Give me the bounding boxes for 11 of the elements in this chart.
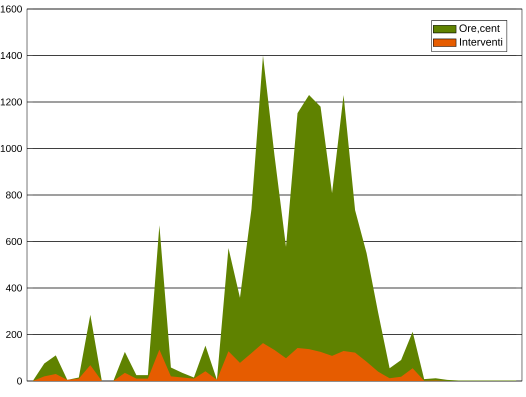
y-tick-label: 800 bbox=[6, 191, 22, 199]
y-tick-label: 1400 bbox=[0, 52, 22, 60]
y-tick-label: 200 bbox=[6, 330, 22, 338]
legend-label: Ore,cent bbox=[459, 24, 500, 34]
y-tick-label: 1000 bbox=[0, 144, 22, 152]
y-tick-label: 0 bbox=[17, 377, 22, 385]
y-tick-label: 400 bbox=[6, 284, 22, 292]
y-tick-label: 1600 bbox=[0, 5, 22, 13]
y-tick-label: 1200 bbox=[0, 98, 22, 106]
y-tick-label: 600 bbox=[6, 238, 22, 246]
legend-label: Interventi bbox=[460, 38, 502, 46]
